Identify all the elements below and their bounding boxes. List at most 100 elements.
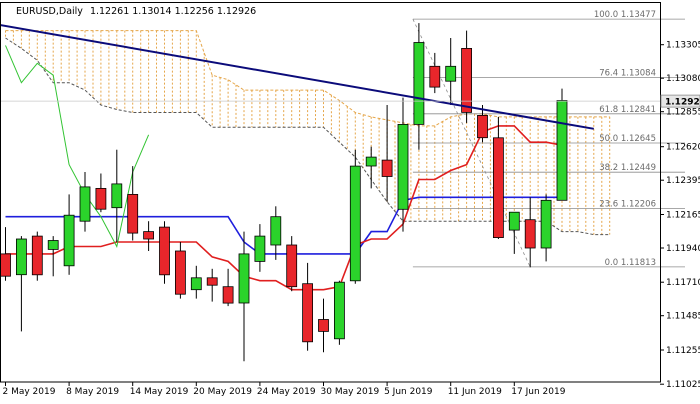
candle <box>1 227 11 281</box>
bearish-candle-body <box>303 284 313 342</box>
bearish-candle-body <box>175 251 185 294</box>
x-tick-label: 20 May 2019 <box>193 387 252 397</box>
y-tick-label: 1.11255 <box>666 346 700 356</box>
x-tick-label: 5 Jun 2019 <box>384 387 433 397</box>
y-tick-label: 1.12395 <box>666 176 700 186</box>
candle <box>48 236 58 276</box>
candle <box>414 23 424 150</box>
candle <box>525 197 535 267</box>
bearish-candle-body <box>478 115 488 137</box>
bullish-candle-body <box>64 215 74 266</box>
candle <box>175 242 185 299</box>
bullish-candle-body <box>112 184 122 208</box>
candle <box>398 98 408 232</box>
bearish-candle-body <box>207 278 217 285</box>
bullish-candle-body <box>80 187 90 221</box>
chart-symbol-label: EURUSD,Daily <box>16 6 83 17</box>
chart-title: EURUSD,Daily 1.12261 1.13014 1.12256 1.1… <box>16 6 256 17</box>
bullish-candle-body <box>557 101 567 201</box>
fib-level-label: 50.0 1.12645 <box>599 134 656 144</box>
candle <box>144 221 154 251</box>
candle <box>430 53 440 93</box>
y-tick-label: 1.13080 <box>666 74 700 84</box>
x-tick-label: 24 May 2019 <box>257 387 316 397</box>
bearish-candle-body <box>160 227 170 275</box>
bullish-candle-body <box>16 239 26 275</box>
y-tick-label: 1.11940 <box>666 244 700 254</box>
bearish-candle-body <box>430 66 440 87</box>
bearish-candle-body <box>96 188 106 209</box>
y-tick-label: 1.11485 <box>666 312 700 322</box>
bearish-candle-body <box>1 254 11 276</box>
fib-level-label: 61.8 1.12841 <box>599 105 656 115</box>
bearish-candle-body <box>144 232 154 239</box>
chart-ohlc-readout: 1.12261 1.13014 1.12256 1.12926 <box>90 6 256 17</box>
candle <box>271 206 281 260</box>
bullish-candle-body <box>398 124 408 209</box>
current-price-label: 1.12926 <box>665 97 700 107</box>
candle <box>32 232 42 281</box>
candle <box>303 263 313 351</box>
candle <box>191 266 201 299</box>
candle <box>446 38 456 105</box>
candle <box>255 224 265 272</box>
bullish-candle-body <box>239 254 249 303</box>
candle <box>541 194 551 261</box>
candle <box>160 221 170 284</box>
bullish-candle-body <box>191 278 201 290</box>
bearish-candle-body <box>32 236 42 275</box>
candle <box>207 269 217 302</box>
fib-level-label: 0.0 1.11813 <box>605 258 656 268</box>
y-tick-label: 1.11025 <box>666 380 700 390</box>
bullish-candle-body <box>509 212 519 230</box>
candle <box>366 147 376 189</box>
candle <box>493 117 503 239</box>
x-tick-label: 8 May 2019 <box>66 387 119 397</box>
bullish-candle-body <box>48 241 58 250</box>
y-tick-label: 1.12855 <box>666 108 700 118</box>
indicator-lines <box>6 45 563 289</box>
x-tick-label: 17 Jun 2019 <box>511 387 565 397</box>
bullish-candle-body <box>334 282 344 339</box>
bullish-candle-body <box>350 166 360 281</box>
fib-level-label: 76.4 1.13084 <box>599 69 656 79</box>
candle <box>16 236 26 331</box>
candle <box>96 174 106 213</box>
x-tick-label: 11 Jun 2019 <box>448 387 502 397</box>
candle <box>557 89 567 201</box>
candle <box>334 281 344 345</box>
bearish-candle-body <box>128 194 138 233</box>
bearish-candle-body <box>493 138 503 238</box>
bullish-candle-body <box>446 66 456 81</box>
bearish-candle-body <box>223 287 233 303</box>
y-tick-label: 1.13305 <box>666 41 700 51</box>
candle <box>80 172 90 232</box>
fib-level-label: 23.6 1.12206 <box>599 199 656 209</box>
bullish-candle-body <box>414 43 424 125</box>
y-tick-label: 1.11710 <box>666 278 700 288</box>
bearish-candle-body <box>462 48 472 112</box>
candle <box>319 299 329 353</box>
y-tick-label: 1.12165 <box>666 211 700 221</box>
candle <box>223 269 233 306</box>
x-tick-label: 30 May 2019 <box>321 387 380 397</box>
candle <box>350 150 360 284</box>
y-tick-label: 1.12620 <box>666 143 700 153</box>
fib-level-label: 38.2 1.12449 <box>599 163 656 173</box>
bullish-candle-body <box>271 217 281 245</box>
bullish-candle-body <box>366 157 376 166</box>
trendline <box>0 25 594 129</box>
x-tick-label: 14 May 2019 <box>130 387 189 397</box>
bearish-candle-body <box>319 320 329 332</box>
candle <box>287 236 297 291</box>
candle <box>64 194 74 274</box>
candle <box>128 166 138 240</box>
candle <box>462 31 472 123</box>
bullish-candle-body <box>541 200 551 248</box>
candle <box>239 232 249 362</box>
fib-level-label: 100.0 1.13477 <box>594 10 656 20</box>
bearish-candle-body <box>525 220 535 248</box>
bearish-candle-body <box>382 160 392 176</box>
